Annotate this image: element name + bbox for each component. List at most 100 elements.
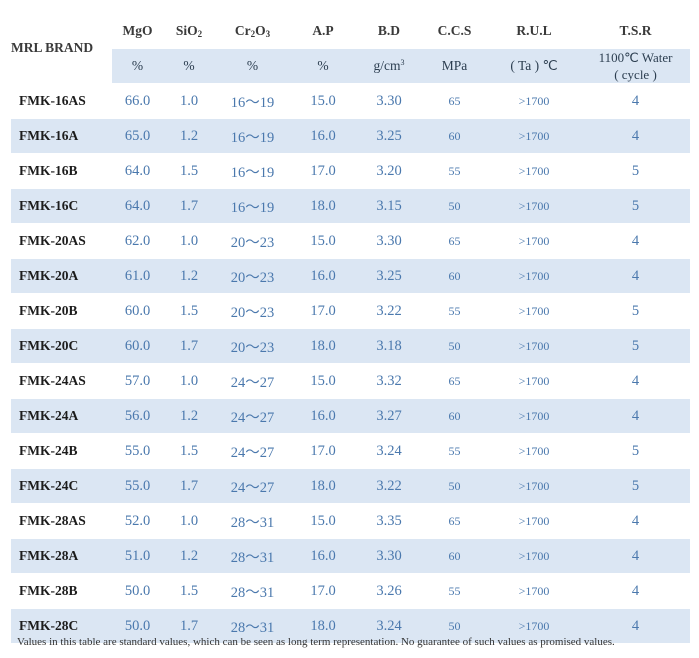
table-row: FMK-28AS 52.0 1.0 28～31 15.0 3.35 65 >1700 4 [11,503,690,539]
cell-ccs: 65 [422,363,487,399]
cell-brand: FMK-28B [11,573,112,609]
unit-cr2o3: % [215,49,290,84]
cell-bd: 3.18 [356,328,422,364]
cell-ap: 18.0 [290,468,356,504]
cell-tsr: 5 [581,293,690,329]
column-header-sio2: SiO2 [163,12,215,49]
cell-bd: 3.30 [356,83,422,119]
cell-brand: FMK-20A [11,258,112,294]
table-row: FMK-28C 50.0 1.7 28～31 18.0 3.24 50 >1700 4 [11,608,690,644]
cell-tsr: 4 [581,608,690,644]
cell-tsr: 5 [581,188,690,224]
cell-brand: FMK-16AS [11,83,112,119]
cell-rul: >1700 [487,398,581,434]
cell-tsr: 4 [581,258,690,294]
cell-rul: >1700 [487,83,581,119]
cell-rul: >1700 [487,573,581,609]
cell-bd: 3.35 [356,503,422,539]
cell-sio2: 1.2 [163,118,215,154]
table-row: FMK-24AS 57.0 1.0 24～27 15.0 3.32 65 >1700 4 [11,363,690,399]
unit-tsr: 1100℃ Water ( cycle ) [581,49,690,84]
table-row: FMK-16C 64.0 1.7 16～19 18.0 3.15 50 >1700 5 [11,188,690,224]
cell-rul: >1700 [487,153,581,189]
table-row: FMK-20B 60.0 1.5 20～23 17.0 3.22 55 >1700 5 [11,293,690,329]
cell-ap: 17.0 [290,293,356,329]
sio2-label: SiO [175,22,198,38]
cell-mgo: 51.0 [112,538,163,574]
cell-rul: >1700 [487,118,581,154]
table-row: FMK-20A 61.0 1.2 20～23 16.0 3.25 60 >1700 4 [11,258,690,294]
column-header-ccs: C.C.S [437,22,472,38]
table-row: FMK-16B 64.0 1.5 16～19 17.0 3.20 55 >1700 5 [11,153,690,189]
cell-cr2o3: 20～23 [215,293,290,329]
cell-mgo: 60.0 [112,328,163,364]
cell-cr2o3: 28～31 [215,503,290,539]
cell-bd: 3.15 [356,188,422,224]
cell-ap: 18.0 [290,608,356,644]
cell-ap: 15.0 [290,503,356,539]
cell-sio2: 1.7 [163,468,215,504]
column-header-brand: MRL BRAND [11,39,94,55]
disclaimer-note: Values in this table are standard values… [17,636,615,648]
cell-cr2o3: 16～19 [215,118,290,154]
cell-tsr: 4 [581,398,690,434]
cr2o3-label-o: O [255,22,266,38]
cell-ccs: 55 [422,293,487,329]
cell-sio2: 1.2 [163,398,215,434]
cell-mgo: 55.0 [112,433,163,469]
column-header-ap: A.P [312,22,334,38]
table-row: FMK-28A 51.0 1.2 28～31 16.0 3.30 60 >1700 4 [11,538,690,574]
cell-ccs: 60 [422,538,487,574]
unit-tsr-line2: ( cycle ) [614,67,657,82]
cell-bd: 3.32 [356,363,422,399]
cell-rul: >1700 [487,258,581,294]
cell-mgo: 64.0 [112,153,163,189]
table-row: FMK-28B 50.0 1.5 28～31 17.0 3.26 55 >1700 4 [11,573,690,609]
cell-bd: 3.22 [356,293,422,329]
cell-rul: >1700 [487,468,581,504]
cell-ccs: 65 [422,223,487,259]
sio2-subscript: 2 [197,28,203,39]
cell-rul: >1700 [487,538,581,574]
cell-ap: 15.0 [290,83,356,119]
cell-bd: 3.30 [356,223,422,259]
cell-bd: 3.24 [356,433,422,469]
cr2o3-label-cr: Cr [234,22,251,38]
cell-brand: FMK-20AS [11,223,112,259]
cell-ccs: 65 [422,83,487,119]
cell-bd: 3.25 [356,258,422,294]
cell-ap: 16.0 [290,118,356,154]
cell-bd: 3.24 [356,608,422,644]
cell-brand: FMK-20C [11,328,112,364]
cell-tsr: 4 [581,223,690,259]
cell-brand: FMK-28C [11,608,112,644]
cell-brand: FMK-28A [11,538,112,574]
cell-cr2o3: 24～27 [215,433,290,469]
cell-mgo: 50.0 [112,608,163,644]
cell-mgo: 62.0 [112,223,163,259]
cell-bd: 3.22 [356,468,422,504]
cell-mgo: 61.0 [112,258,163,294]
cell-rul: >1700 [487,223,581,259]
cr2o3-subscript-2: 3 [265,28,271,39]
cell-cr2o3: 28～31 [215,608,290,644]
cell-bd: 3.27 [356,398,422,434]
cell-ap: 15.0 [290,363,356,399]
cell-bd: 3.26 [356,573,422,609]
cell-tsr: 5 [581,328,690,364]
cell-mgo: 52.0 [112,503,163,539]
cell-tsr: 5 [581,153,690,189]
cell-ccs: 60 [422,258,487,294]
cell-brand: FMK-20B [11,293,112,329]
cell-rul: >1700 [487,188,581,224]
cell-cr2o3: 24～27 [215,398,290,434]
cell-cr2o3: 20～23 [215,223,290,259]
cell-sio2: 1.0 [163,223,215,259]
cell-cr2o3: 28～31 [215,573,290,609]
cell-tsr: 5 [581,433,690,469]
cell-brand: FMK-28AS [11,503,112,539]
cell-sio2: 1.5 [163,433,215,469]
cell-sio2: 1.2 [163,538,215,574]
unit-ccs: MPa [422,49,487,84]
